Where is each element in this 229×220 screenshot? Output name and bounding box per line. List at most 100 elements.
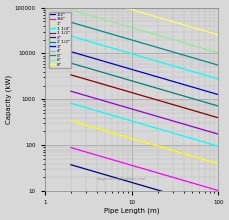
1 1/4" [160, 128, 162, 131]
2" [160, 100, 162, 103]
3/4" [70, 146, 72, 149]
5" [217, 64, 220, 66]
Line: 1": 1" [71, 121, 218, 164]
Legend: 1/2", 3/4", 1", 1 1/4", 1 1/2", 2", 2 1/2", 3", 4", 5", 6", 8": 1/2", 3/4", 1", 1 1/4", 1 1/2", 2", 2 1/… [49, 12, 71, 68]
2 1/2" [217, 105, 220, 107]
6" [217, 51, 220, 54]
5" [160, 47, 162, 50]
2" [70, 74, 73, 76]
3/4" [160, 172, 162, 175]
4" [194, 71, 196, 73]
1" [203, 158, 206, 161]
2 1/2" [203, 101, 206, 103]
3/4" [194, 182, 196, 185]
1" [70, 120, 73, 122]
2 1/2" [70, 62, 72, 64]
1 1/2" [160, 116, 162, 119]
1" [157, 145, 159, 147]
Line: 3/4": 3/4" [71, 148, 218, 191]
3/4" [203, 185, 206, 188]
2" [217, 116, 220, 119]
3" [157, 76, 160, 79]
4" [157, 60, 159, 63]
2" [157, 99, 160, 102]
5" [70, 21, 73, 24]
2 1/2" [157, 87, 160, 90]
1 1/4" [217, 145, 220, 148]
2" [70, 73, 72, 76]
4" [217, 78, 220, 80]
3" [70, 51, 73, 53]
1 1/2" [217, 133, 220, 136]
2" [157, 99, 159, 102]
1 1/2" [70, 90, 72, 93]
3/4" [157, 172, 159, 174]
4" [203, 74, 206, 76]
Line: 1 1/2": 1 1/2" [71, 91, 218, 134]
1 1/4" [70, 102, 73, 105]
3" [160, 77, 162, 79]
1/2" [203, 202, 206, 205]
3" [217, 93, 220, 96]
2" [203, 112, 206, 115]
3" [203, 89, 206, 92]
1/2" [70, 163, 72, 166]
Line: 3": 3" [71, 52, 218, 95]
2 1/2" [194, 98, 196, 101]
6" [157, 34, 160, 37]
1/2" [217, 206, 220, 209]
6" [194, 45, 196, 47]
4" [157, 60, 160, 63]
6" [160, 35, 162, 37]
1" [70, 119, 72, 122]
2 1/2" [160, 88, 162, 91]
6" [70, 9, 72, 11]
4" [70, 35, 72, 37]
5" [194, 57, 196, 60]
3/4" [217, 189, 220, 192]
6" [157, 34, 159, 37]
1/2" [157, 189, 159, 191]
3" [70, 50, 72, 53]
1 1/4" [157, 128, 160, 130]
X-axis label: Pipe Length (m): Pipe Length (m) [104, 208, 159, 214]
4" [160, 61, 162, 64]
Text: engineeringtoolbox.com: engineeringtoolbox.com [97, 177, 147, 181]
1/2" [194, 200, 196, 202]
1 1/2" [157, 116, 160, 118]
5" [157, 46, 160, 49]
5" [157, 46, 159, 49]
8" [217, 33, 220, 36]
Line: 2": 2" [71, 75, 218, 118]
1 1/4" [70, 102, 72, 105]
8" [203, 29, 206, 32]
1/2" [157, 189, 160, 192]
Y-axis label: Capacity (kW): Capacity (kW) [5, 75, 12, 124]
1 1/2" [194, 126, 196, 129]
Line: 8": 8" [71, 0, 218, 35]
3/4" [70, 147, 73, 149]
2" [194, 110, 196, 112]
1 1/2" [70, 90, 73, 93]
3" [194, 86, 196, 89]
Line: 6": 6" [71, 10, 218, 53]
4" [70, 35, 73, 38]
2 1/2" [70, 62, 73, 65]
1 1/4" [157, 127, 159, 130]
1/2" [70, 164, 73, 166]
6" [70, 9, 73, 11]
Line: 1/2": 1/2" [71, 165, 218, 208]
8" [157, 16, 159, 19]
3" [157, 76, 159, 78]
2 1/2" [157, 87, 159, 90]
Line: 1 1/4": 1 1/4" [71, 103, 218, 146]
5" [70, 21, 72, 24]
1" [157, 145, 160, 148]
1 1/4" [203, 141, 206, 143]
1" [194, 156, 196, 158]
1/2" [160, 190, 162, 192]
5" [203, 60, 206, 62]
Line: 4": 4" [71, 36, 218, 79]
6" [203, 48, 206, 50]
1" [217, 162, 220, 165]
